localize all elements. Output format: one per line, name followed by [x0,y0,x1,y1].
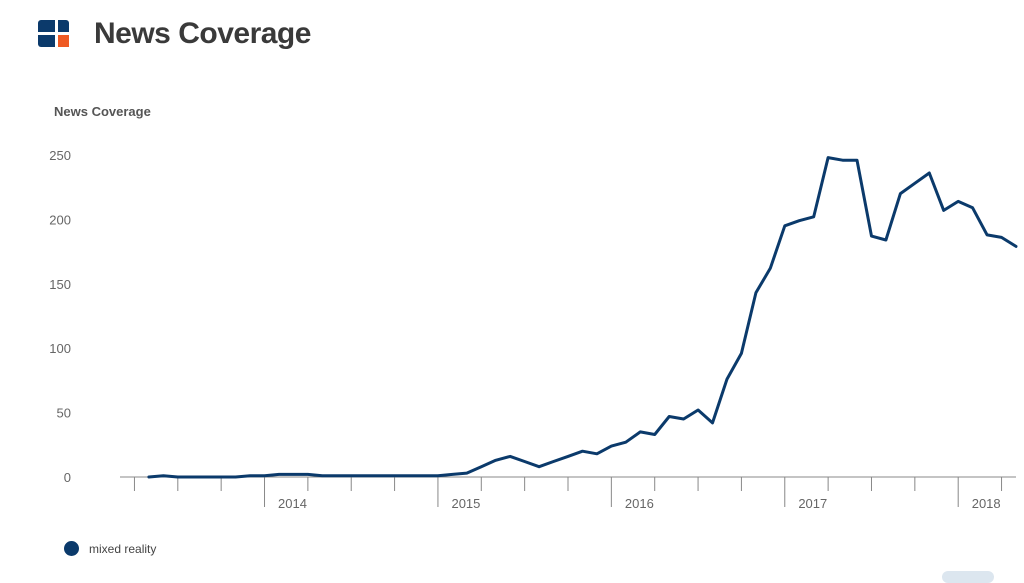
legend[interactable]: mixed reality [64,541,156,556]
chart-area: News Coverage 0 50 100 150 200 250 2014 2015 20… [0,90,1024,530]
logo-accent-block [58,35,69,47]
x-tick-label: 2014 [278,496,307,511]
x-tick-label: 2016 [625,496,654,511]
y-axis-label: News Coverage [54,104,151,119]
y-tick-label: 100 [49,341,71,356]
x-tick-label: 2017 [798,496,827,511]
logo-gap-horizontal [38,32,69,35]
y-tick-label: 50 [57,406,71,421]
brand-logo-icon [38,20,69,47]
scroll-to-top-button[interactable] [942,571,994,583]
x-tick-label: 2015 [451,496,480,511]
y-tick-label: 250 [49,148,71,163]
y-tick-label: 200 [49,212,71,227]
x-tick-label: 2018 [972,496,1001,511]
series-layer [147,156,1018,479]
y-tick-label: 0 [64,470,71,485]
page-title: News Coverage [94,17,311,50]
page-header: News Coverage [38,16,311,52]
x-axis: 2014 2015 2016 2017 2018 [120,476,1016,511]
series-line-mixed-reality [147,156,1018,479]
y-axis-ticks: 0 50 100 150 200 250 [49,148,71,485]
legend-marker-icon [64,541,79,556]
y-tick-label: 150 [49,277,71,292]
logo-gap-vertical [55,20,58,47]
legend-label: mixed reality [89,541,157,556]
